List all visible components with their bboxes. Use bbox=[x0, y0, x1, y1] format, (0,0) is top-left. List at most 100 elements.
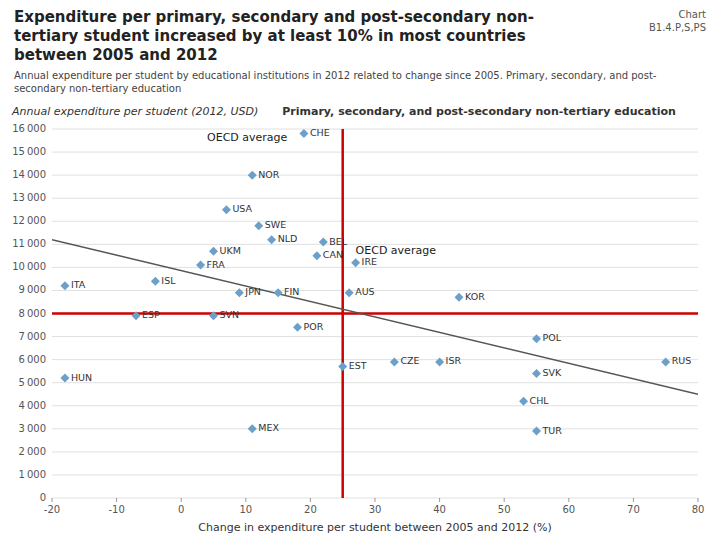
y-tick-label: 7 000 bbox=[19, 331, 46, 342]
axes: 0 1 000 2 000 3 000 4 000 5 000 6 000 7 000 8 00… bbox=[12, 123, 704, 515]
point-label: BEL bbox=[329, 236, 348, 247]
point-label: KOR bbox=[465, 291, 485, 302]
x-tick-label: 20 bbox=[304, 504, 317, 515]
y-tick-label: 3 000 bbox=[19, 423, 46, 434]
point bbox=[661, 358, 670, 367]
point bbox=[312, 252, 321, 261]
point-label: AUS bbox=[355, 286, 374, 297]
point bbox=[248, 171, 257, 180]
point-label: CZE bbox=[400, 356, 419, 367]
point bbox=[345, 288, 354, 297]
point bbox=[151, 277, 160, 286]
point bbox=[351, 259, 360, 268]
y-tick-label: 2 000 bbox=[19, 446, 46, 457]
grid-line bbox=[52, 175, 698, 176]
point-label: POR bbox=[303, 321, 323, 332]
x-tick-label: 30 bbox=[369, 504, 382, 515]
point bbox=[254, 222, 263, 231]
grid-line bbox=[52, 429, 698, 430]
point-label: UKM bbox=[220, 245, 241, 256]
point-label: SVN bbox=[220, 310, 240, 321]
point bbox=[235, 288, 244, 297]
x-tick bbox=[698, 498, 699, 502]
point bbox=[60, 282, 69, 291]
point bbox=[196, 261, 205, 270]
y-tick-label: 15 000 bbox=[12, 146, 46, 157]
grid-line bbox=[52, 129, 698, 130]
x-axis-label: Change in expenditure per student betwee… bbox=[198, 521, 551, 534]
point-label: ISL bbox=[161, 275, 176, 286]
grid bbox=[52, 129, 698, 498]
point bbox=[60, 374, 69, 383]
plot-area bbox=[52, 129, 698, 498]
point-label: CHE bbox=[310, 127, 330, 138]
y-tick-label: 5 000 bbox=[19, 377, 46, 388]
title: Expenditure per primary, secondary and p… bbox=[14, 8, 534, 64]
grid-line bbox=[52, 452, 698, 453]
grid-line bbox=[52, 406, 698, 407]
annotation: OECD average bbox=[207, 131, 288, 144]
point bbox=[532, 427, 541, 436]
grid-line bbox=[52, 336, 698, 337]
point bbox=[209, 312, 218, 321]
point bbox=[532, 335, 541, 344]
y-tick-label: 12 000 bbox=[12, 216, 46, 227]
x-tick-label: 60 bbox=[562, 504, 575, 515]
point bbox=[274, 288, 283, 297]
point bbox=[519, 397, 528, 406]
annotation: Primary, secondary, and post-secondary n… bbox=[282, 105, 676, 118]
y-axis-label: Annual expenditure per student (2012, US… bbox=[11, 105, 258, 118]
x-tick bbox=[245, 498, 246, 502]
y-tick-label: 16 000 bbox=[12, 123, 46, 134]
x-tick-label: 10 bbox=[239, 504, 252, 515]
point bbox=[319, 238, 328, 247]
point-label: EST bbox=[349, 360, 367, 371]
point-label: IRE bbox=[362, 257, 377, 268]
point bbox=[209, 247, 218, 256]
header: Expenditure per primary, secondary and p… bbox=[0, 0, 720, 99]
point bbox=[338, 362, 347, 371]
grid-line bbox=[52, 475, 698, 476]
point bbox=[454, 293, 463, 302]
y-tick-label: 0 bbox=[40, 492, 46, 503]
y-tick-label: 1 000 bbox=[19, 469, 46, 480]
annotation: OECD average bbox=[356, 244, 437, 257]
point-label: HUN bbox=[71, 372, 92, 383]
x-tick-label: 50 bbox=[498, 504, 511, 515]
header-row: Expenditure per primary, secondary and p… bbox=[14, 8, 706, 64]
point bbox=[390, 358, 399, 367]
y-tick-label: 13 000 bbox=[12, 192, 46, 203]
point-label: ESP bbox=[142, 310, 160, 321]
x-tick bbox=[633, 498, 634, 502]
grid-line bbox=[52, 382, 698, 383]
point bbox=[267, 235, 276, 244]
point-label: FRA bbox=[207, 259, 226, 270]
point-label: USA bbox=[232, 203, 252, 214]
point bbox=[222, 205, 231, 214]
x-tick-label: 80 bbox=[692, 504, 705, 515]
x-tick bbox=[310, 498, 311, 502]
x-tick bbox=[568, 498, 569, 502]
x-tick bbox=[52, 498, 53, 502]
x-tick bbox=[375, 498, 376, 502]
point-label: FIN bbox=[284, 286, 299, 297]
point-label: CHL bbox=[530, 395, 550, 406]
labels: CHENORUSASWENLDBELUKMCANFRAIREISLITAJPNF… bbox=[71, 127, 691, 436]
grid-line bbox=[52, 290, 698, 291]
point bbox=[299, 129, 308, 138]
point bbox=[532, 369, 541, 378]
point bbox=[293, 323, 302, 332]
y-tick-label: 4 000 bbox=[19, 400, 46, 411]
grid-line bbox=[52, 221, 698, 222]
y-tick-label: 8 000 bbox=[19, 308, 46, 319]
trend-line bbox=[52, 240, 698, 395]
y-tick-label: 6 000 bbox=[19, 354, 46, 365]
x-tick bbox=[116, 498, 117, 502]
x-tick bbox=[181, 498, 182, 502]
subtitle: Annual expenditure per student by educat… bbox=[14, 69, 706, 95]
point-label: MEX bbox=[258, 423, 279, 434]
chart: Annual expenditure per student (2012, US… bbox=[0, 99, 720, 540]
point-label: SVK bbox=[543, 367, 563, 378]
point-label: JPN bbox=[244, 286, 261, 297]
point-label: ITA bbox=[71, 280, 86, 291]
